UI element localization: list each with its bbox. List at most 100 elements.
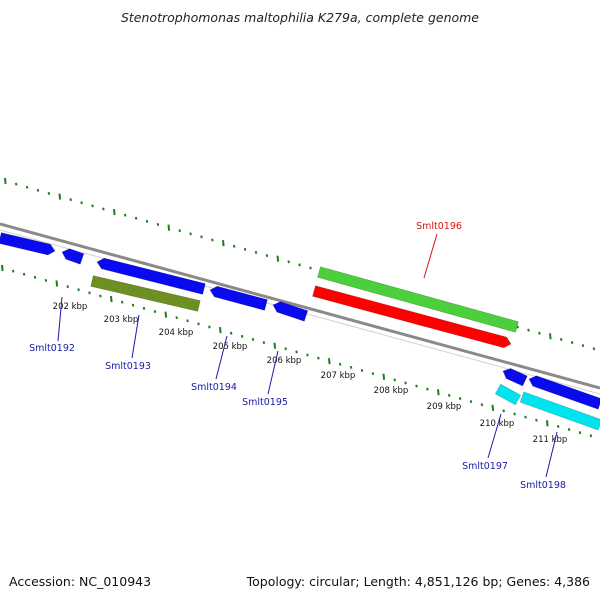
accession-text: Accession: NC_010943 [9,574,151,589]
inner-tick-minor [153,310,157,313]
gene-label: Smlt0198 [520,480,566,491]
inner-tick-minor [44,278,48,282]
inner-tick-minor [458,396,462,400]
inner-tick-minor [317,356,320,360]
gene-label-line [487,413,502,459]
outer-tick-minor [80,201,83,205]
inner-tick-minor [567,428,571,432]
inner-tick-minor [33,275,37,279]
kbp-labels: 202 kbp 203 kbp 204 kbp 205 kbp 206 kbp 207 k… [53,302,568,445]
misc-feature [90,275,201,312]
inner-tick-major [491,404,495,411]
outer-tick-major [549,333,552,340]
outer-tick-minor [178,229,181,233]
tick-marks-outer [4,177,596,351]
inner-tick-minor [502,409,505,413]
gene-label: Smlt0193 [105,361,151,372]
outer-tick-minor [200,235,203,239]
outer-tick-major [4,177,7,185]
outer-tick-minor [538,331,541,335]
inner-tick-minor [426,387,429,391]
inner-tick-minor [77,288,80,292]
outer-tick-minor [189,232,192,236]
map-title: Stenotrophomonas maltophilia K279a, comp… [121,10,479,25]
kbp-label: 208 kbp [374,386,409,396]
outer-tick-minor [211,238,214,242]
inner-tick-major [382,373,386,380]
inner-tick-minor [88,291,91,295]
inner-tick-minor [360,369,364,372]
kbp-label: 202 kbp [53,302,88,312]
inner-tick-minor [175,316,178,320]
inner-tick-major [164,311,168,318]
gene-label-line [131,314,140,359]
outer-tick-minor [25,185,29,189]
inner-tick-minor [578,431,582,435]
inner-tick-minor [469,400,473,404]
inner-tick-minor [447,393,451,397]
inner-tick-minor [186,319,189,323]
inner-tick-minor [120,300,124,304]
gene-label: Smlt0197 [462,461,508,472]
kbp-label: 206 kbp [267,356,302,366]
outer-tick-minor [156,223,160,226]
trna-feature [312,285,512,349]
inner-tick-minor [142,306,146,310]
outer-tick-minor [232,244,236,248]
gene-label-line [423,233,438,279]
outer-tick-minor [243,247,247,251]
outer-tick-major [58,193,62,200]
outer-tick-minor [570,341,574,345]
outer-tick-minor [516,325,519,329]
inner-tick-major [437,389,440,396]
cds-feature [209,285,268,311]
inner-tick-minor [66,285,69,289]
tick-marks-inner [1,264,593,438]
inner-tick-major [55,280,59,287]
inner-tick-minor [415,384,418,388]
inner-tick-minor [480,403,484,407]
inner-tick-minor [240,334,244,338]
outer-tick-minor [102,207,105,211]
gene-label-line [267,350,279,395]
gene-features [0,232,600,431]
inner-tick-minor [22,272,26,276]
cds-feature [494,383,522,406]
inner-tick-major [219,327,222,334]
genome-summary-text: Topology: circular; Length: 4,851,126 bp… [246,574,590,589]
inner-tick-major [110,295,113,303]
inner-tick-minor [371,372,375,376]
inner-tick-minor [513,412,516,416]
gene-label: Smlt0194 [191,382,237,393]
outer-tick-minor [581,344,585,348]
inner-tick-minor [535,418,538,422]
inner-tick-minor [251,337,255,341]
outer-tick-minor [14,182,18,186]
inner-tick-minor [11,269,15,273]
outer-tick-major [113,208,116,216]
kbp-label: 205 kbp [213,342,248,352]
cds-feature [272,301,309,322]
outer-tick-minor [254,250,258,254]
gene-label-line [215,335,228,380]
kbp-label: 207 kbp [321,371,356,381]
cds-feature [61,248,85,265]
kbp-label: 211 kbp [533,435,568,445]
outer-tick-minor [145,219,149,223]
outer-tick-minor [134,216,138,220]
gene-labels: Smlt0192 Smlt0193 Smlt0194 Smlt0195 Smlt0196… [29,221,566,491]
inner-tick-major [1,264,4,272]
kbp-label: 204 kbp [159,328,194,338]
outer-tick-minor [287,260,290,264]
inner-tick-minor [284,347,287,351]
rrna-feature [317,266,519,333]
cds-feature [0,232,56,256]
outer-tick-major [276,255,280,262]
inner-tick-minor [197,322,200,326]
inner-tick-minor [393,378,396,382]
cds-feature [96,257,206,295]
outer-tick-minor [298,263,301,267]
gene-label-lines [57,233,558,478]
outer-tick-minor [47,191,51,195]
